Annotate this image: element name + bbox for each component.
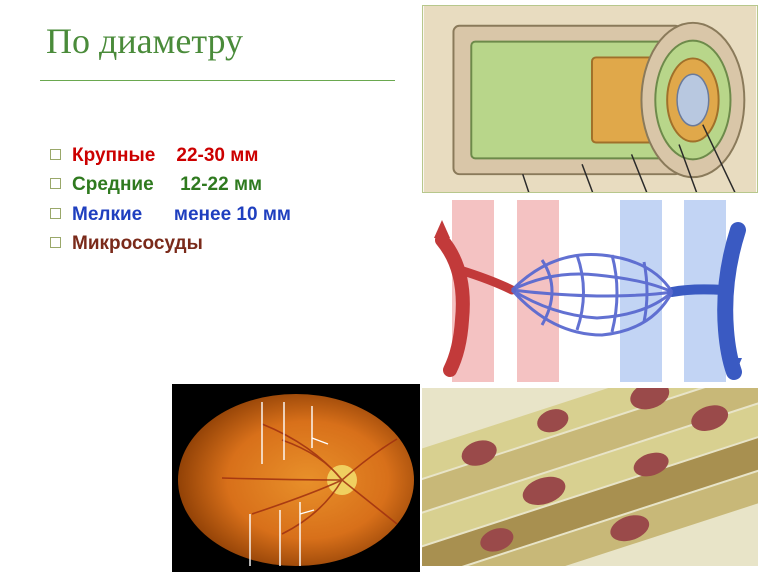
bullet-value: менее 10 мм <box>174 204 291 225</box>
fundus-image <box>172 384 420 572</box>
capillary-network-image <box>422 200 758 382</box>
slide: По диаметру Крупные 22-30 мм Средние 12-… <box>0 0 768 576</box>
vessel-section-image <box>422 5 758 193</box>
bullet-label: Крупные <box>72 145 155 166</box>
bullet-value: 22-30 мм <box>176 145 258 166</box>
bullet-label: Микрососуды <box>72 233 203 254</box>
bullet-value: 12-22 мм <box>180 174 262 195</box>
bullet-label: Средние <box>72 174 154 195</box>
bullet-label: Мелкие <box>72 204 142 225</box>
title-divider <box>40 80 395 81</box>
histology-image <box>422 388 758 566</box>
